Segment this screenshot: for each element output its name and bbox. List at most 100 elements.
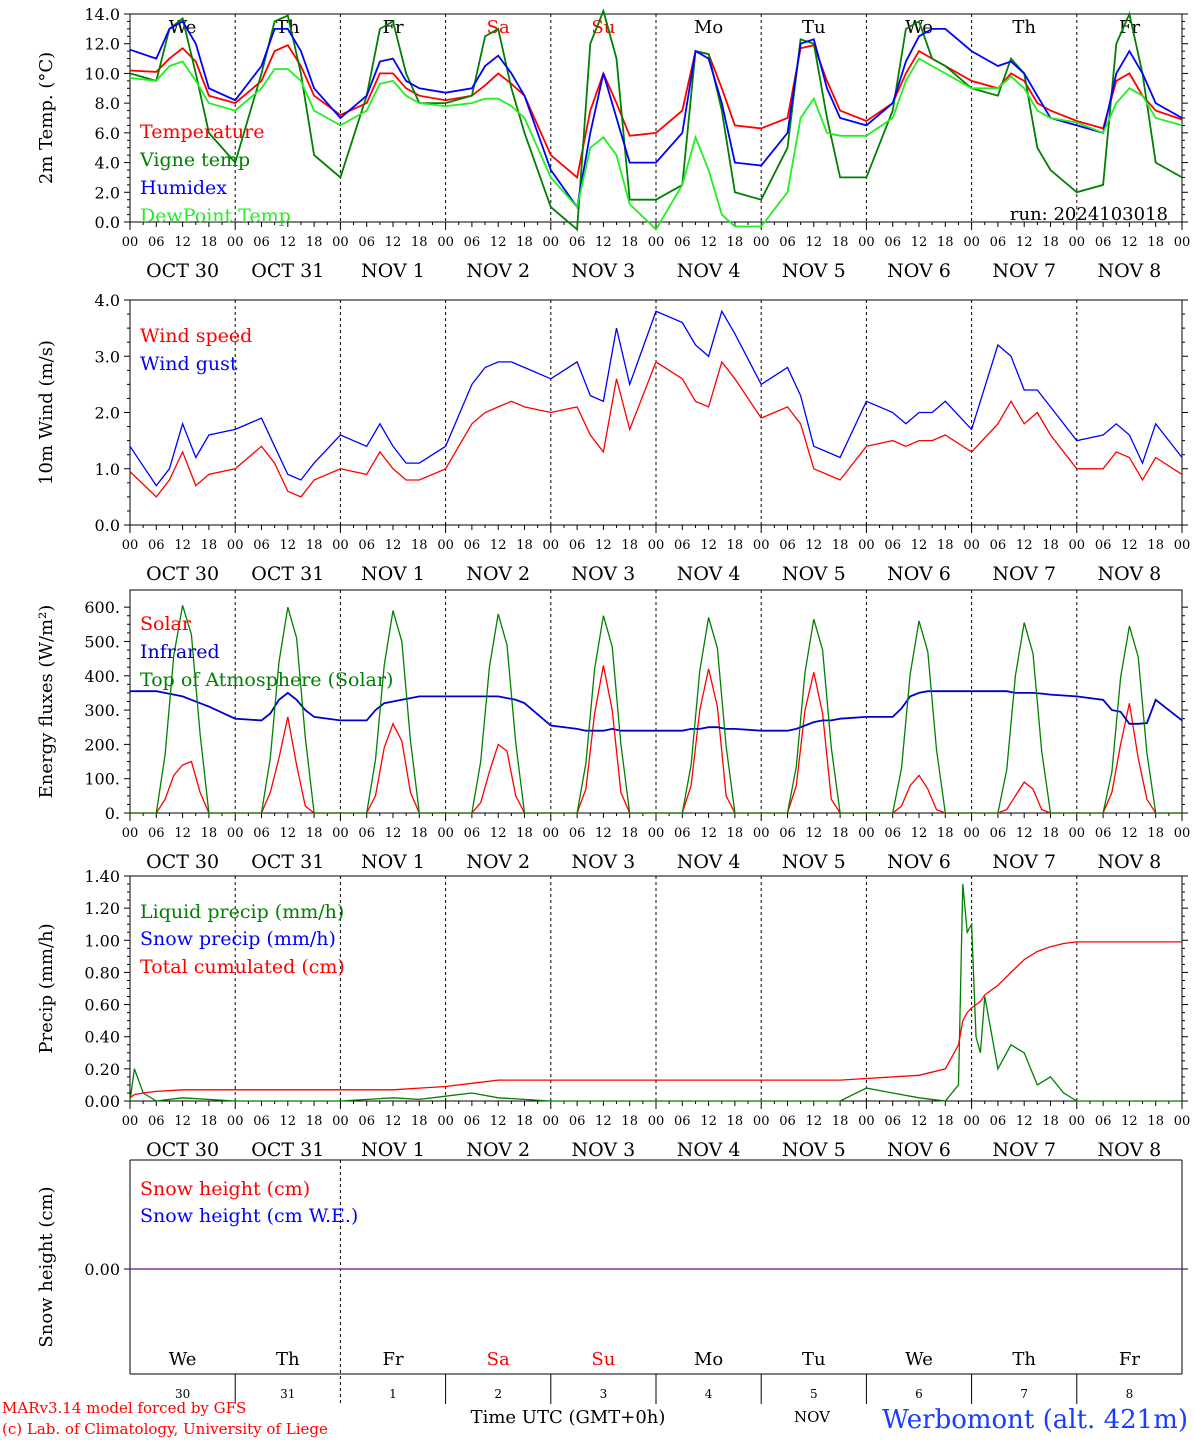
series-line-2 bbox=[129, 309, 1183, 487]
x-hour-label: 18 bbox=[621, 235, 638, 250]
x-day-label: NOV 2 bbox=[466, 563, 530, 585]
x-hour-label: 06 bbox=[779, 1114, 796, 1129]
x-hour-label: 00 bbox=[437, 1114, 454, 1129]
y-tick-label: 12.0 bbox=[84, 35, 120, 54]
x-hour-label: 18 bbox=[1147, 1114, 1164, 1129]
x-day-label: NOV 4 bbox=[677, 851, 741, 873]
x-hour-label: 06 bbox=[358, 1114, 375, 1129]
run-annotation: run: 2024103018 bbox=[1010, 204, 1168, 225]
x-hour-label: 12 bbox=[490, 1114, 507, 1129]
weekday-label: Th bbox=[1012, 1349, 1036, 1370]
day-number-label: 30 bbox=[175, 1387, 190, 1401]
x-hour-label: 00 bbox=[1069, 235, 1086, 250]
x-day-label: OCT 31 bbox=[251, 563, 324, 585]
x-hour-label: 18 bbox=[1147, 826, 1164, 841]
weekday-label: Tu bbox=[802, 1349, 826, 1370]
x-hour-label: 12 bbox=[806, 538, 823, 553]
legend-entry: Snow precip (mm/h) bbox=[140, 928, 336, 950]
legend-entry: Temperature bbox=[140, 121, 264, 143]
x-hour-label: 00 bbox=[858, 538, 875, 553]
series-line-3 bbox=[129, 20, 1183, 210]
x-hour-label: 00 bbox=[753, 826, 770, 841]
series-line-2 bbox=[130, 690, 1183, 732]
x-hour-label: 06 bbox=[1095, 826, 1112, 841]
x-hour-label: 00 bbox=[1174, 826, 1191, 841]
x-hour-label: 12 bbox=[806, 235, 823, 250]
y-axis-label: 10m Wind (m/s) bbox=[36, 340, 57, 485]
x-hour-label: 12 bbox=[174, 826, 191, 841]
y-tick-label: 0.20 bbox=[84, 1060, 120, 1079]
y-axis-label: Energy fluxes (W/m²) bbox=[36, 605, 57, 799]
x-hour-label: 12 bbox=[1016, 1114, 1033, 1129]
series-line-1 bbox=[129, 44, 1183, 180]
legend-entry: Wind gust bbox=[140, 353, 238, 375]
x-hour-label: 00 bbox=[753, 538, 770, 553]
x-hour-label: 00 bbox=[1174, 538, 1191, 553]
x-hour-label: 18 bbox=[306, 235, 323, 250]
x-hour-label: 06 bbox=[148, 1114, 165, 1129]
x-hour-label: 18 bbox=[306, 826, 323, 841]
x-hour-label: 12 bbox=[806, 826, 823, 841]
x-hour-label: 18 bbox=[1042, 826, 1059, 841]
x-day-label: NOV 5 bbox=[782, 851, 846, 873]
series-line-1 bbox=[129, 360, 1183, 498]
x-hour-label: 06 bbox=[674, 826, 691, 841]
x-day-label: NOV 3 bbox=[572, 851, 636, 873]
y-tick-label: 0. bbox=[105, 804, 120, 823]
panel-4: 0.00 0.20 0.40 0.60 0.80 1.00 1.20 1.40 Precip (… bbox=[36, 867, 1190, 1161]
x-day-label: NOV 6 bbox=[887, 1139, 951, 1161]
x-hour-label: 00 bbox=[332, 538, 349, 553]
x-hour-label: 06 bbox=[884, 538, 901, 553]
x-hour-label: 12 bbox=[280, 538, 297, 553]
x-hour-label: 12 bbox=[1016, 538, 1033, 553]
x-hour-label: 00 bbox=[963, 826, 980, 841]
y-axis-label: Snow height (cm) bbox=[36, 1186, 57, 1347]
y-tick-label: 200. bbox=[84, 735, 120, 754]
x-hour-label: 06 bbox=[674, 1114, 691, 1129]
y-tick-label: 300. bbox=[84, 701, 120, 720]
day-number-label: 5 bbox=[810, 1387, 818, 1401]
x-hour-label: 12 bbox=[385, 235, 402, 250]
y-tick-label: 0.0 bbox=[95, 213, 120, 232]
legend-entry: Snow height (cm W.E.) bbox=[140, 1205, 358, 1227]
x-hour-label: 00 bbox=[858, 235, 875, 250]
x-hour-label: 18 bbox=[937, 1114, 954, 1129]
weekday-label: Fr bbox=[1119, 1349, 1140, 1370]
x-hour-label: 18 bbox=[832, 1114, 849, 1129]
x-hour-label: 18 bbox=[727, 235, 744, 250]
x-hour-label: 06 bbox=[990, 235, 1007, 250]
location-title: Werbomont (alt. 421m) bbox=[882, 1405, 1188, 1435]
x-day-label: NOV 1 bbox=[361, 851, 425, 873]
x-hour-label: 18 bbox=[621, 826, 638, 841]
x-hour-label: 06 bbox=[569, 826, 586, 841]
x-hour-label: 12 bbox=[490, 538, 507, 553]
x-hour-label: 06 bbox=[464, 235, 481, 250]
y-tick-label: 0.80 bbox=[84, 963, 120, 982]
x-hour-label: 12 bbox=[1016, 235, 1033, 250]
x-hour-label: 00 bbox=[332, 826, 349, 841]
x-day-label: NOV 8 bbox=[1098, 563, 1162, 585]
x-day-label: NOV 6 bbox=[887, 260, 951, 282]
x-hour-label: 12 bbox=[280, 235, 297, 250]
footer-credit-line: (c) Lab. of Climatology, University of L… bbox=[2, 1420, 328, 1438]
x-hour-label: 00 bbox=[437, 538, 454, 553]
x-day-label: NOV 5 bbox=[782, 1139, 846, 1161]
x-hour-label: 18 bbox=[1042, 1114, 1059, 1129]
x-hour-label: 06 bbox=[990, 1114, 1007, 1129]
x-hour-label: 12 bbox=[700, 1114, 717, 1129]
legend-entry: Vigne temp bbox=[139, 149, 250, 171]
weekday-label: Su bbox=[591, 17, 615, 38]
x-hour-label: 18 bbox=[937, 826, 954, 841]
y-tick-label: 6.0 bbox=[95, 124, 120, 143]
x-hour-label: 18 bbox=[516, 826, 533, 841]
x-hour-label: 12 bbox=[911, 1114, 928, 1129]
y-tick-label: 10.0 bbox=[84, 64, 120, 83]
x-hour-label: 06 bbox=[884, 826, 901, 841]
footer-model-line: MARv3.14 model forced by GFS bbox=[2, 1399, 246, 1417]
series-line-1 bbox=[129, 883, 1182, 1102]
x-hour-label: 00 bbox=[122, 826, 139, 841]
x-hour-label: 00 bbox=[1069, 538, 1086, 553]
x-hour-label: 12 bbox=[1016, 826, 1033, 841]
x-hour-label: 06 bbox=[358, 235, 375, 250]
